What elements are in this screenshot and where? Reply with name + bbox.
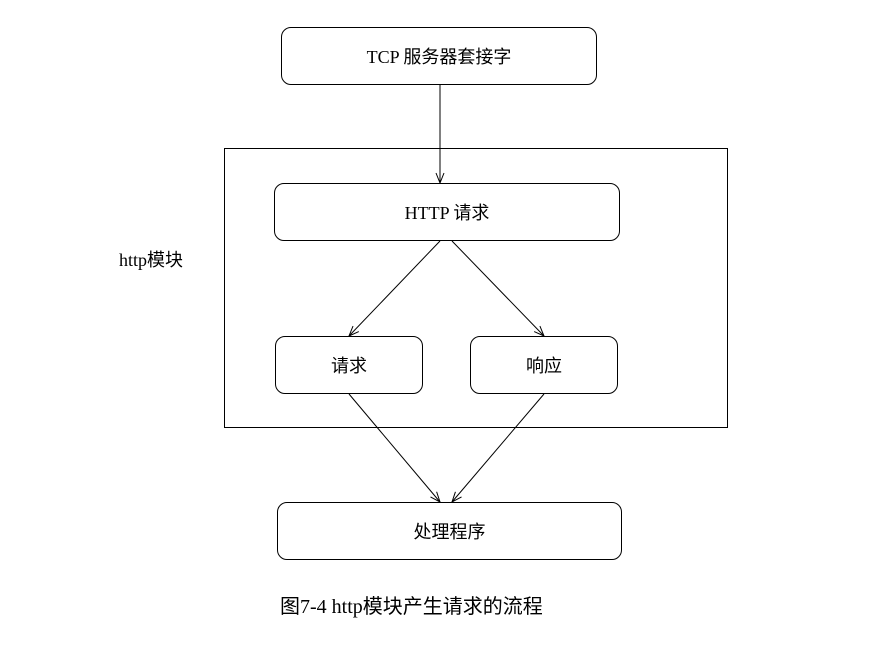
node-http-request: HTTP 请求 xyxy=(274,183,620,241)
node-http-request-label: HTTP 请求 xyxy=(405,199,490,225)
node-request-label: 请求 xyxy=(331,352,367,378)
node-response-label: 响应 xyxy=(526,352,562,378)
node-tcp-socket: TCP 服务器套接字 xyxy=(281,27,597,85)
node-tcp-socket-label: TCP 服务器套接字 xyxy=(367,43,512,69)
node-handler: 处理程序 xyxy=(277,502,622,560)
figure-caption: 图7-4 http模块产生请求的流程 xyxy=(280,590,543,619)
node-request: 请求 xyxy=(275,336,423,394)
http-module-label: http模块 xyxy=(119,246,183,272)
node-handler-label: 处理程序 xyxy=(414,518,486,544)
node-response: 响应 xyxy=(470,336,618,394)
